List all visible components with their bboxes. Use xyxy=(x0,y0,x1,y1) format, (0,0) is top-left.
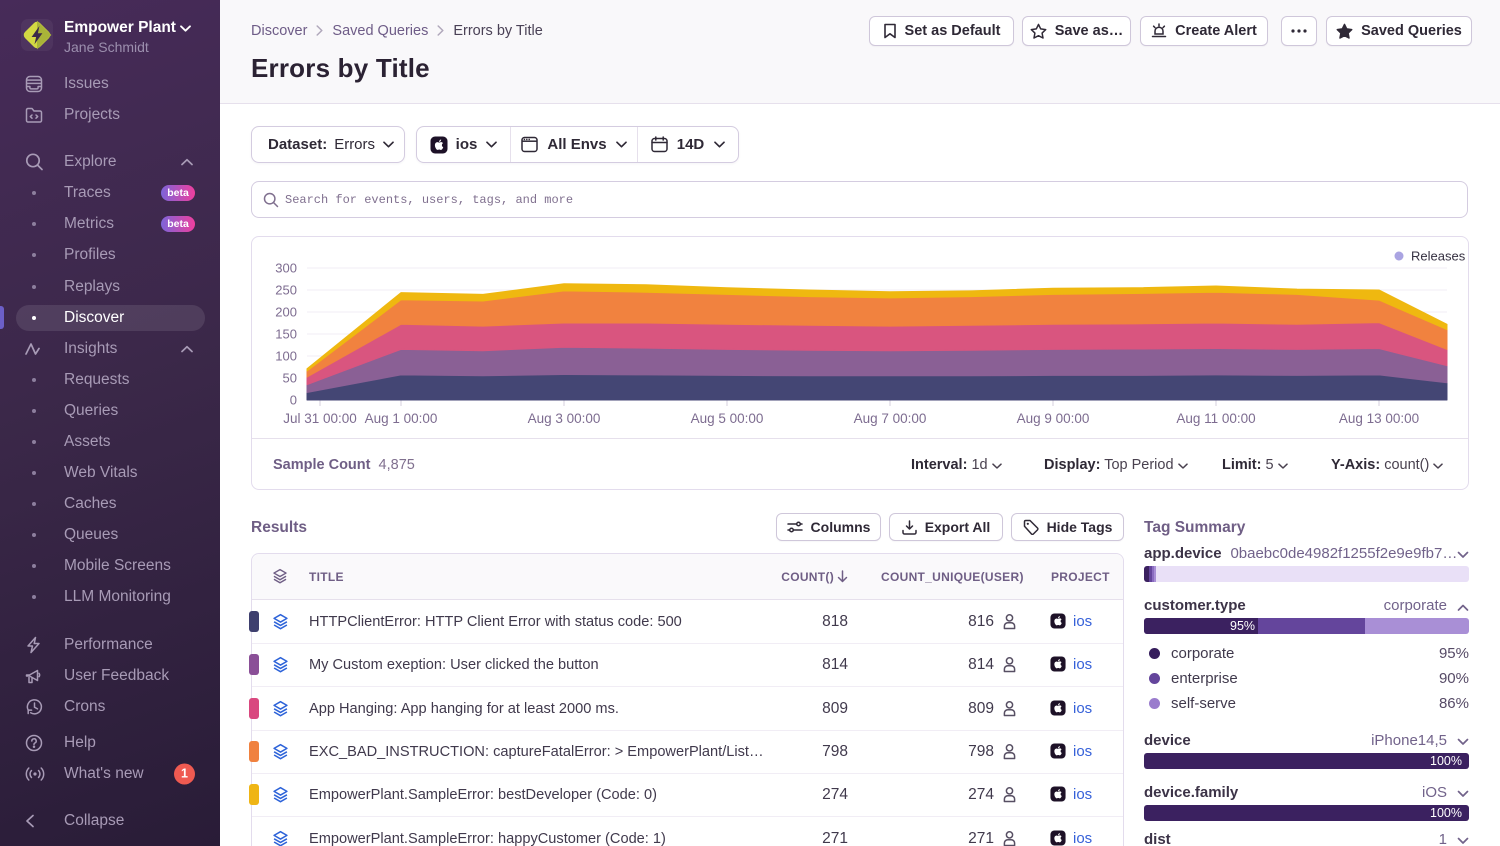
svg-text:Aug 7 00:00: Aug 7 00:00 xyxy=(854,411,927,426)
svg-text:50: 50 xyxy=(283,371,297,386)
svg-text:Aug 1 00:00: Aug 1 00:00 xyxy=(365,411,438,426)
svg-text:150: 150 xyxy=(275,327,297,342)
svg-text:Aug 13 00:00: Aug 13 00:00 xyxy=(1339,411,1419,426)
svg-text:100: 100 xyxy=(275,349,297,364)
svg-text:250: 250 xyxy=(275,283,297,298)
svg-text:Releases: Releases xyxy=(1411,249,1466,264)
svg-text:Aug 5 00:00: Aug 5 00:00 xyxy=(691,411,764,426)
svg-text:200: 200 xyxy=(275,305,297,320)
svg-text:0: 0 xyxy=(290,393,297,408)
svg-text:Aug 3 00:00: Aug 3 00:00 xyxy=(528,411,601,426)
svg-text:Aug 11 00:00: Aug 11 00:00 xyxy=(1176,411,1255,426)
svg-text:300: 300 xyxy=(275,261,297,276)
svg-text:Aug 9 00:00: Aug 9 00:00 xyxy=(1017,411,1090,426)
svg-text:Jul 31 00:00: Jul 31 00:00 xyxy=(283,411,357,426)
